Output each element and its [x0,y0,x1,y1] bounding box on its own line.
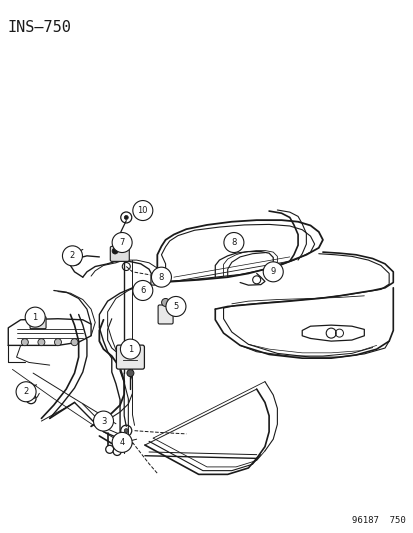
Circle shape [127,369,133,377]
Circle shape [113,447,121,456]
Circle shape [223,232,243,253]
Text: 10: 10 [137,206,148,215]
Circle shape [93,411,113,431]
Circle shape [124,215,128,220]
Circle shape [263,262,282,282]
Circle shape [16,382,36,402]
Circle shape [38,338,45,346]
Circle shape [55,338,61,346]
Circle shape [124,429,128,433]
Text: 9: 9 [270,268,275,276]
Text: 2: 2 [70,252,75,260]
Text: 1: 1 [128,345,133,353]
FancyBboxPatch shape [151,275,166,285]
Circle shape [62,246,82,266]
Text: 6: 6 [140,286,145,295]
Circle shape [166,296,185,317]
Circle shape [112,432,132,453]
Text: 1: 1 [33,313,38,321]
Circle shape [133,200,152,221]
Text: INS–750: INS–750 [8,20,72,35]
Circle shape [112,232,132,253]
Circle shape [151,267,171,287]
Text: 5: 5 [173,302,178,311]
Circle shape [105,445,114,454]
Circle shape [120,339,140,359]
Text: 96187  750: 96187 750 [351,516,405,525]
Text: 7: 7 [119,238,124,247]
Text: 4: 4 [119,438,124,447]
Text: 8: 8 [159,273,164,281]
Circle shape [21,338,28,346]
Circle shape [71,338,78,346]
FancyBboxPatch shape [30,317,46,329]
Circle shape [112,248,118,254]
FancyBboxPatch shape [158,305,173,324]
Circle shape [133,280,152,301]
Text: 3: 3 [101,417,106,425]
Circle shape [25,307,45,327]
Text: 8: 8 [231,238,236,247]
FancyBboxPatch shape [116,345,144,369]
Text: 2: 2 [24,387,28,396]
FancyBboxPatch shape [110,246,129,261]
Circle shape [235,241,238,244]
Circle shape [161,298,169,306]
